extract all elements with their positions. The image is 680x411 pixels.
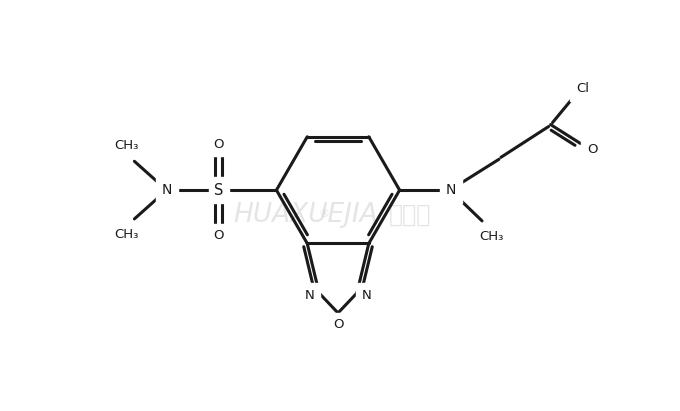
Text: N: N (162, 183, 172, 197)
Text: Cl: Cl (576, 82, 589, 95)
Text: N: N (362, 289, 372, 302)
Text: N: N (446, 183, 456, 197)
Text: N: N (305, 289, 314, 302)
Text: O: O (214, 138, 224, 151)
Text: CH₃: CH₃ (114, 139, 139, 152)
Text: 化学加: 化学加 (388, 203, 430, 227)
Text: O: O (587, 143, 598, 156)
Text: O: O (333, 319, 343, 331)
Text: ®: ® (318, 209, 329, 219)
Text: CH₃: CH₃ (114, 228, 139, 241)
Text: HUAXUEJIA: HUAXUEJIA (233, 202, 377, 228)
Text: O: O (214, 229, 224, 242)
Text: S: S (214, 182, 224, 198)
Text: CH₃: CH₃ (479, 230, 503, 243)
